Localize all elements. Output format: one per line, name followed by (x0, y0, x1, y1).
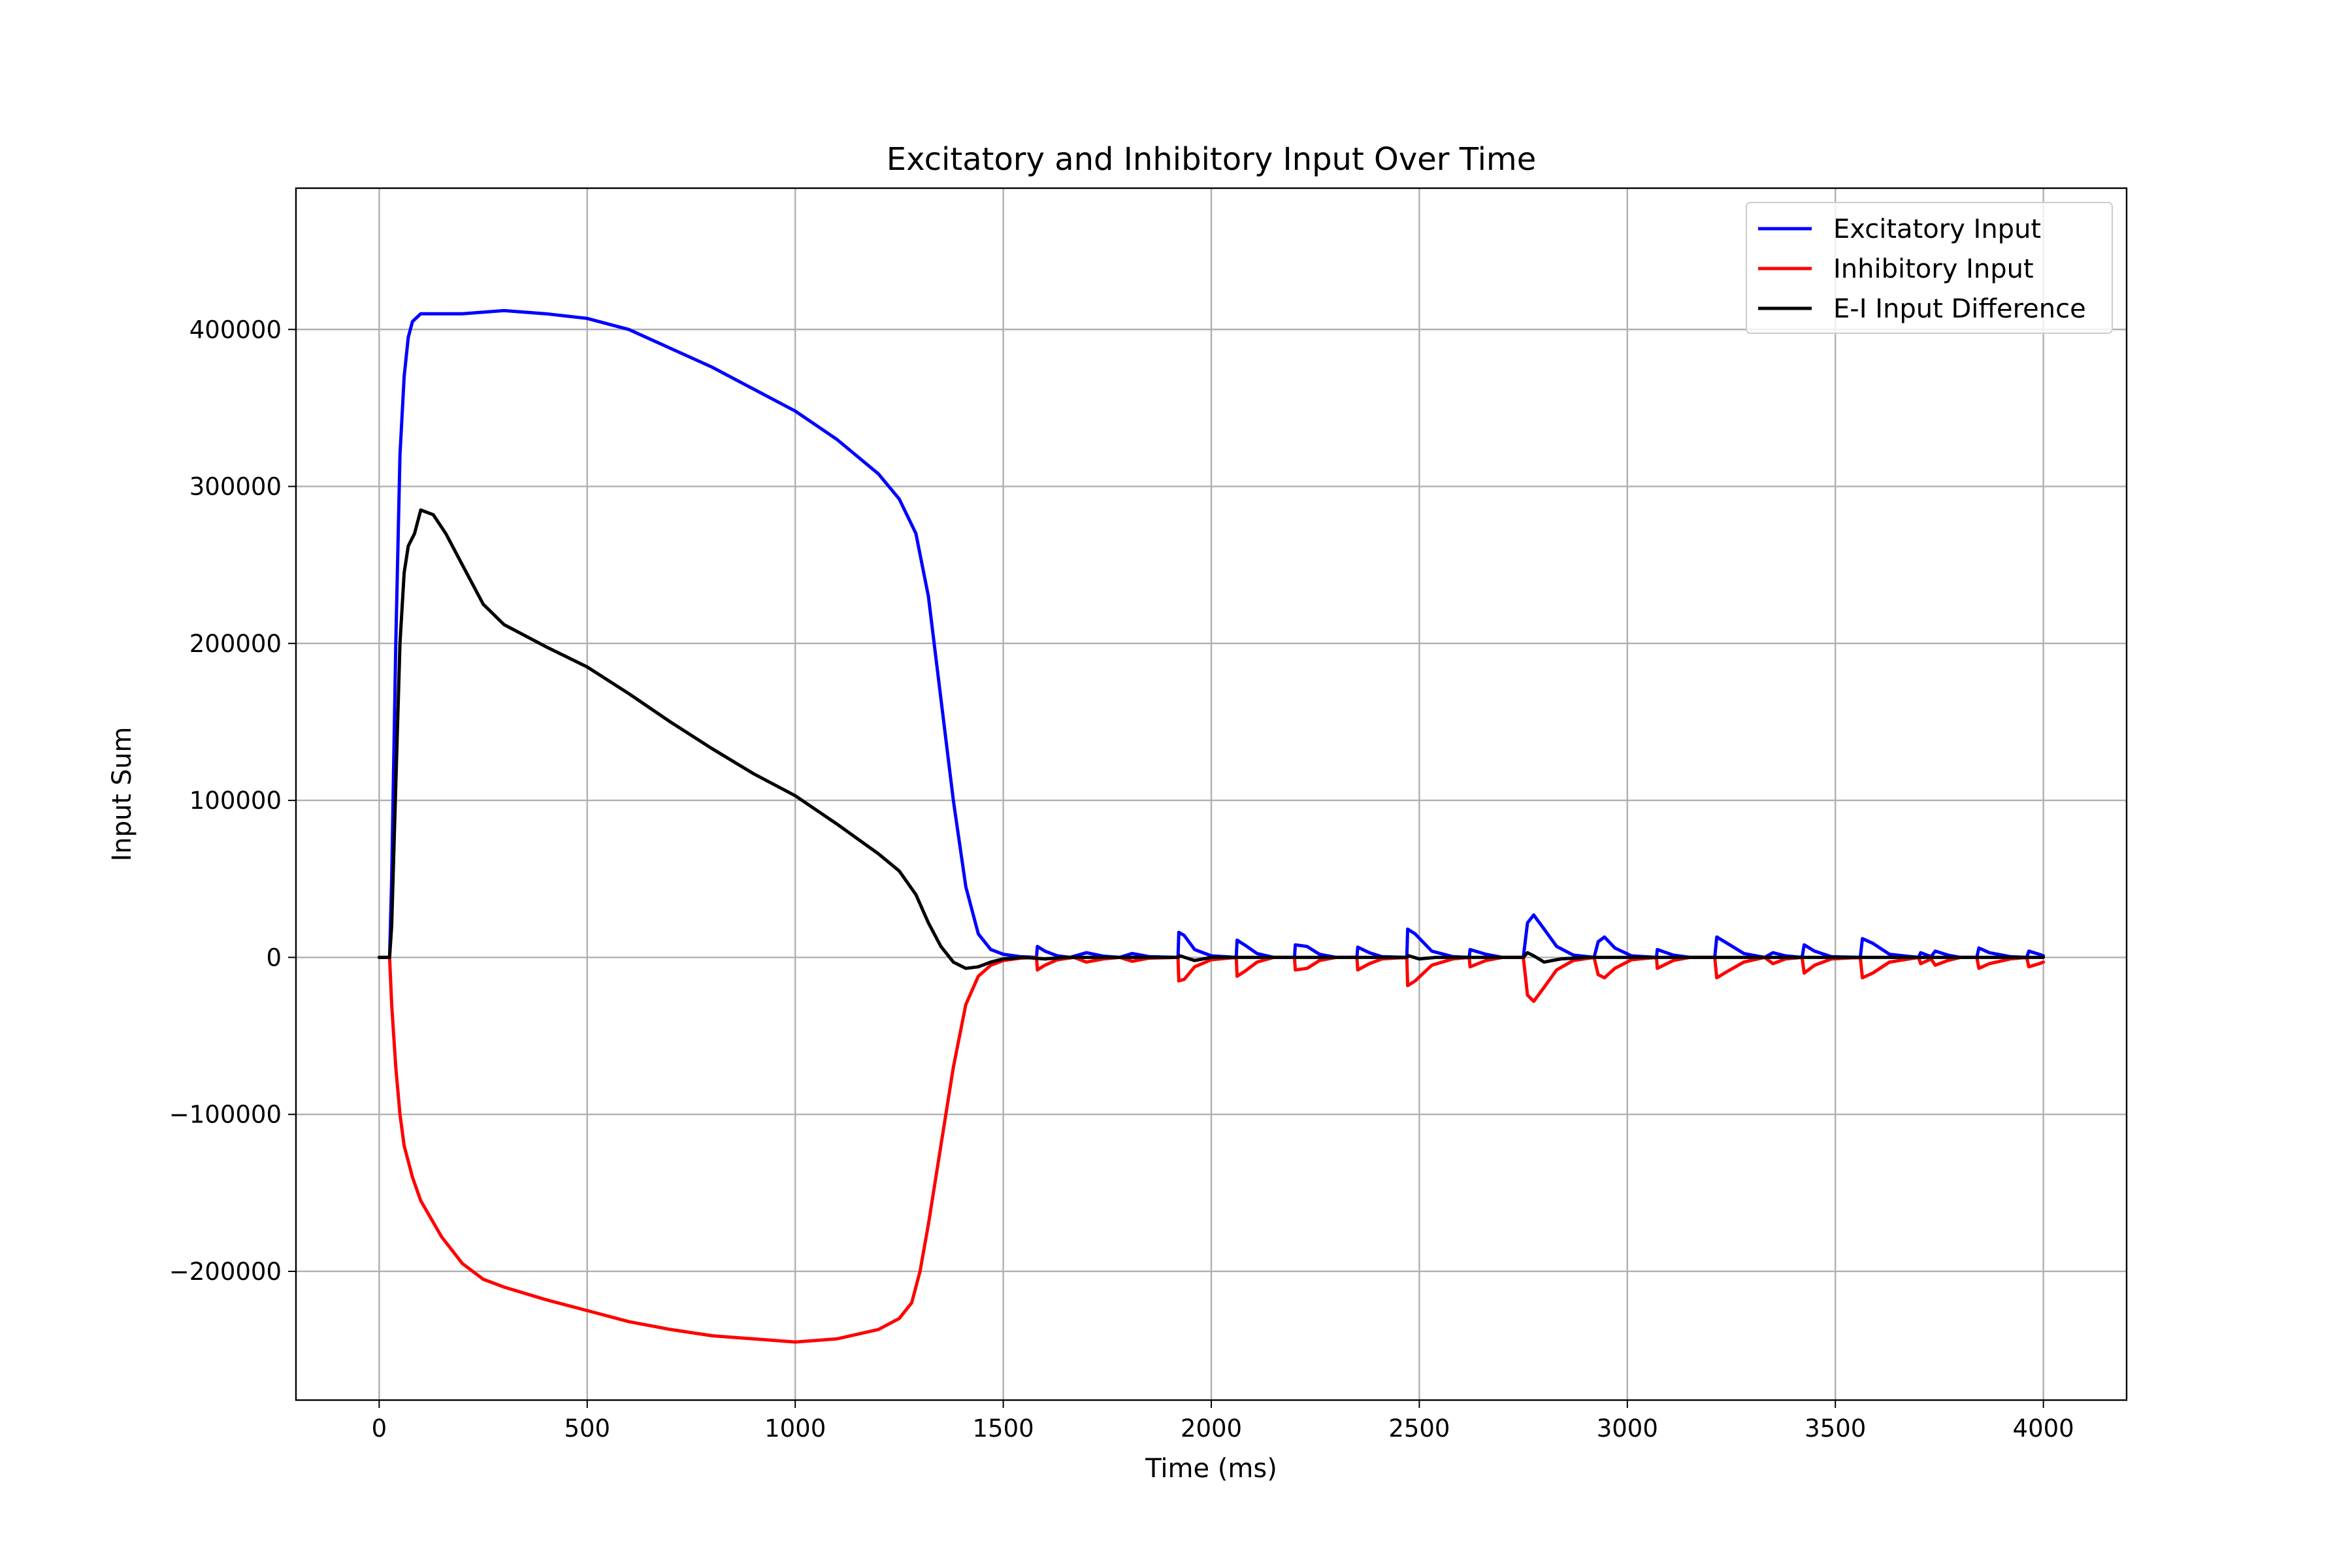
y-tick-label: 300000 (189, 473, 282, 501)
y-tick-label: 100000 (189, 787, 282, 815)
x-tick-label: 3000 (1597, 1414, 1658, 1443)
y-tick-label: 400000 (189, 316, 282, 344)
grid (296, 188, 2127, 1400)
x-tick-label: 500 (564, 1414, 610, 1443)
y-tick-label: 200000 (189, 630, 282, 658)
series-line-0 (377, 308, 2046, 959)
y-axis-title: Input Sum (107, 727, 137, 862)
y-tick-label: 0 (266, 943, 282, 972)
x-tick-label: 0 (372, 1414, 387, 1443)
x-tick-label: 1500 (973, 1414, 1034, 1443)
x-tick-label: 2500 (1388, 1414, 1450, 1443)
ticks: 0 500 1000 1500 2000 2500 3000 3500 4000 −200000 −… (169, 316, 2074, 1443)
y-tick-label: −200000 (169, 1258, 282, 1286)
x-tick-label: 4000 (2013, 1414, 2074, 1443)
chart-title: Excitatory and Inhibitory Input Over Tim… (887, 141, 1536, 178)
legend: Excitatory Input Inhibitory Input E-I Inpu… (1746, 202, 2113, 334)
x-tick-label: 1000 (764, 1414, 826, 1443)
legend-label-2: E-I Input Difference (1833, 294, 2086, 324)
y-tick-label: −100000 (169, 1101, 282, 1129)
x-tick-label: 3500 (1805, 1414, 1866, 1443)
x-tick-label: 2000 (1181, 1414, 1242, 1443)
x-axis-title: Time (ms) (1145, 1454, 1277, 1484)
series-line-2 (377, 508, 2046, 970)
legend-label-1: Inhibitory Input (1833, 254, 2034, 284)
legend-box (1746, 202, 2113, 334)
legend-label-0: Excitatory Input (1833, 214, 2041, 244)
series-layer (377, 308, 2046, 1344)
